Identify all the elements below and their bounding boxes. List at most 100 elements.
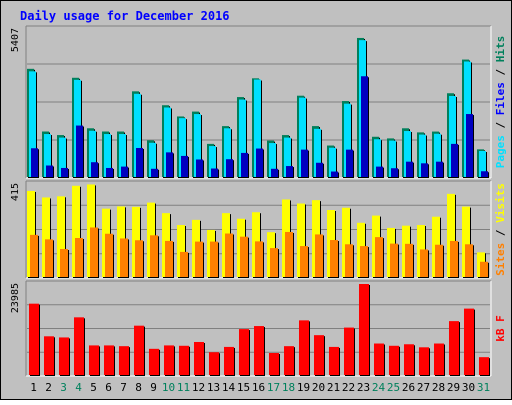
bar-pages-fill [226,159,233,177]
bar-kb-f [389,345,400,376]
bar-kb-f [359,284,370,376]
bar-sites-fill [60,248,68,277]
bar-pages-fill [241,152,248,177]
bar-kb-f-fill [299,320,309,375]
bar-sites-fill [225,233,233,277]
bar-sites [240,236,249,278]
bar-files [314,128,322,178]
legend-visits: Visits [494,183,507,223]
bar-visits-fill [72,185,80,277]
bar-sites [420,249,429,278]
bars-kbytes [29,284,490,376]
bar-kb-f-fill [119,346,129,375]
bar-kb-f [449,321,460,376]
bar-kb-f [89,345,100,376]
bar-pages-fill [76,125,83,177]
bar-kb-f [434,343,445,376]
bar-kb-f-fill [194,341,204,375]
bar-pages [91,162,99,178]
bar-sites [180,251,189,278]
bar-sites-fill [255,241,263,277]
bar-kb-f [299,320,310,376]
bar-visits-fill [342,207,350,277]
bar-visits-fill [447,193,455,277]
bar-visits-fill [42,197,50,277]
bar-pages-fill [346,149,353,177]
bar-pages [436,161,444,178]
x-tick-label: 15 [237,381,250,394]
bar-sites-fill [420,249,428,277]
bar-kb-f-fill [464,308,474,375]
bar-files-fill [329,147,336,177]
bar-pages [286,166,294,178]
x-tick-label: 31 [477,381,490,394]
bar-sites [270,248,279,278]
panel-kbytes: 23985 kB F [10,280,507,377]
bar-files [59,137,67,178]
bar-sites-fill [330,240,338,277]
bar-files [299,97,307,178]
bar-kb-f-fill [434,343,444,375]
bar-files-fill [344,103,351,177]
bar-kb-f-fill [419,347,429,375]
legend-kbf: kB F [494,315,507,342]
bar-sites-fill [75,238,83,277]
bar-kb-f [284,346,295,376]
bar-visits [42,197,51,278]
x-tick-label: 16 [252,381,265,394]
bar-pages [466,114,474,178]
bar-sites [480,261,489,278]
bar-files-fill [59,137,66,177]
bar-sites [195,241,204,278]
bar-sites [285,231,294,278]
bar-kb-f [329,346,340,376]
bar-files [344,103,352,178]
bar-files-fill [194,114,201,177]
bar-pages-fill [31,148,38,177]
bar-sites [225,233,234,278]
bar-kb-f-fill [59,337,69,375]
x-tick-label: 17 [267,381,280,394]
x-tick-label: 6 [105,381,112,394]
bar-files [419,134,427,178]
y-max-label: 5407 [10,28,21,52]
bar-pages-fill [301,149,308,177]
panel-visits_sites: 415 Sites / Visits [10,180,507,279]
bar-sites-fill [480,261,488,277]
bar-visits [447,193,456,278]
bar-files [449,95,457,178]
x-tick-label: 30 [462,381,475,394]
bar-kb-f-fill [479,357,489,375]
x-tick-label: 9 [150,381,157,394]
y-max-label: 23985 [10,283,21,313]
bar-kb-f-fill [449,321,459,375]
bar-files-fill [284,137,291,177]
bar-files-fill [179,118,186,177]
bar-visits-fill [177,225,185,277]
bar-pages-fill [451,143,458,177]
bar-kb-f-fill [74,317,84,375]
legend-kbytes: kB F [494,315,507,342]
bar-files [149,142,157,178]
bar-pages [376,166,384,178]
bar-kb-f [44,336,55,376]
bar-kb-f [239,329,250,376]
bar-files-fill [104,134,111,177]
bar-pages [451,143,459,178]
bar-files [329,147,337,178]
bar-kb-f [344,327,355,376]
x-tick-label: 18 [282,381,295,394]
bar-sites-fill [150,235,158,277]
chart-panels: 5407 Pages / Files / Hits 415 Sites / Visit… [10,25,507,377]
bar-sites-fill [120,238,128,277]
bar-kb-f [104,345,115,376]
bar-kb-f-fill [134,325,144,375]
bar-sites [150,235,159,278]
bar-pages-fill [376,166,383,177]
bar-sites-fill [270,248,278,277]
bar-files-fill [269,143,276,177]
bar-kb-f [29,303,40,376]
bar-sites-fill [435,244,443,277]
bar-pages [241,152,249,178]
